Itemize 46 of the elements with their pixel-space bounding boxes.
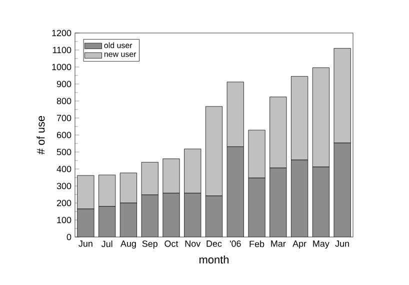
y-tick-label: 800 — [56, 98, 72, 104]
x-tick-label: Feb — [250, 240, 264, 248]
y-tick-label: 500 — [56, 148, 72, 156]
bar — [120, 203, 137, 237]
bar — [98, 174, 116, 207]
x-tick-label: Sep — [142, 240, 158, 249]
bar — [162, 193, 180, 237]
bar — [334, 142, 351, 237]
bar — [312, 166, 330, 237]
x-tick-label: Jul — [101, 240, 112, 248]
x-tick-label: Mar — [271, 240, 286, 247]
y-tick-label: 700 — [56, 114, 72, 122]
x-tick-label: Dec — [206, 240, 222, 247]
y-tick-label: 600 — [56, 132, 72, 138]
y-tick-label: 400 — [56, 166, 72, 172]
x-tick-label: Aug — [120, 240, 136, 249]
bar — [184, 148, 202, 194]
bar — [248, 178, 266, 237]
y-tick-label: 200 — [56, 200, 72, 206]
bar — [184, 193, 201, 237]
y-tick-label: 1200 — [52, 30, 72, 36]
y-tick-label: 0 — [66, 234, 72, 240]
bar — [98, 206, 116, 237]
y-axis-title: # of use — [36, 116, 45, 154]
x-tick-label: Nov — [185, 240, 201, 247]
bar — [141, 162, 158, 196]
bar — [227, 146, 244, 237]
x-tick-label: May — [313, 240, 330, 249]
x-tick-label: Oct — [164, 240, 178, 247]
x-axis-title: month — [200, 255, 229, 264]
bar — [270, 168, 286, 237]
bar — [291, 160, 308, 237]
bar — [162, 158, 180, 194]
bar — [77, 208, 94, 237]
y-tick-label: 300 — [56, 182, 72, 190]
bar — [206, 196, 222, 237]
bar — [142, 194, 158, 237]
x-tick-label: Apr — [292, 240, 306, 249]
bar — [120, 172, 137, 204]
x-tick-label: Jun — [78, 240, 92, 247]
x-tick-label: Jun — [335, 240, 349, 247]
x-tick-label: '06 — [230, 240, 241, 247]
y-tick-label: 1100 — [52, 46, 72, 54]
y-tick-label: 900 — [56, 80, 72, 88]
y-tick-label: 100 — [57, 216, 72, 224]
y-tick-label: 1000 — [52, 64, 72, 70]
